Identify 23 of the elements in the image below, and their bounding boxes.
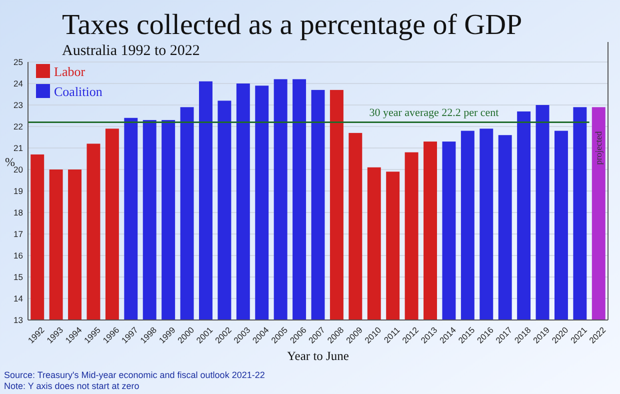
x-axis-title: Year to June	[287, 349, 350, 363]
legend-label: Coalition	[54, 84, 103, 99]
ref-line-label: 30 year average 22.2 per cent	[369, 107, 499, 120]
y-axis-title: %	[5, 155, 15, 169]
y-tick-label: 23	[14, 100, 24, 110]
y-tick-label: 20	[14, 164, 24, 174]
chart-subtitle: Australia 1992 to 2022	[62, 43, 200, 59]
legend-label: Labor	[54, 64, 86, 79]
chart-title: Taxes collected as a percentage of GDP	[62, 9, 522, 41]
text: Note: Y axis does not start at zero	[4, 381, 140, 391]
y-tick-label: 24	[14, 78, 24, 88]
y-tick-label: 22	[14, 122, 24, 132]
y-tick-label: 16	[14, 250, 24, 260]
y-tick-label: 18	[14, 208, 24, 218]
y-tick-label: 13	[14, 315, 24, 325]
y-tick-label: 21	[14, 143, 24, 153]
annotation: projected	[594, 130, 604, 165]
source-note: Source: Treasury's Mid-year economic and fiscal outlook 2021-22	[4, 370, 265, 380]
y-tick-label: 19	[14, 186, 24, 196]
y-tick-label: 14	[14, 294, 24, 304]
y-tick-label: 17	[14, 229, 24, 239]
y-tick-label: 25	[14, 57, 24, 67]
y-tick-label: 15	[14, 272, 24, 282]
